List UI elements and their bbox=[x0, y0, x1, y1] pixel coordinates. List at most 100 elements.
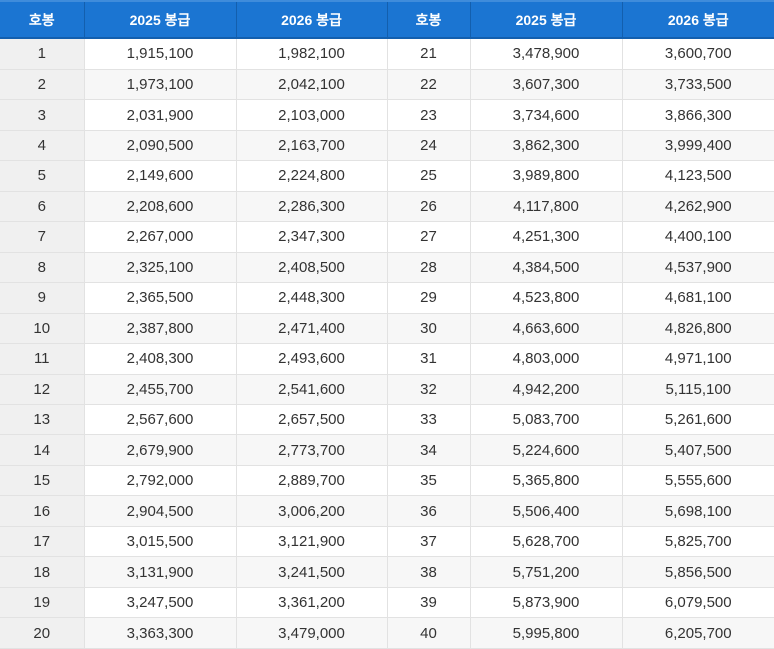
cell-salary: 3,241,500 bbox=[236, 556, 388, 588]
cell-salary: 5,751,200 bbox=[470, 556, 623, 588]
cell-salary: 3,600,700 bbox=[622, 38, 774, 70]
cell-grade: 12 bbox=[0, 374, 85, 405]
cell-salary: 2,408,300 bbox=[84, 343, 237, 375]
cell-salary: 2,387,800 bbox=[84, 313, 237, 345]
cell-grade: 19 bbox=[0, 587, 85, 619]
cell-grade: 27 bbox=[387, 221, 471, 253]
table-row: 20 3,363,300 3,479,000 40 5,995,800 6,205,700 bbox=[0, 617, 774, 649]
cell-salary: 4,117,800 bbox=[470, 191, 623, 223]
table-row: 5 2,149,600 2,224,800 25 3,989,800 4,123,500 bbox=[0, 160, 774, 192]
cell-salary: 2,889,700 bbox=[236, 465, 388, 497]
cell-salary: 3,734,600 bbox=[470, 99, 623, 131]
cell-salary: 2,224,800 bbox=[236, 160, 388, 192]
cell-salary: 4,400,100 bbox=[622, 221, 774, 253]
cell-grade: 14 bbox=[0, 434, 85, 466]
cell-grade: 5 bbox=[0, 160, 85, 192]
cell-salary: 2,042,100 bbox=[236, 69, 388, 101]
cell-grade: 33 bbox=[387, 404, 471, 436]
cell-salary: 3,121,900 bbox=[236, 526, 388, 558]
header-row: 호봉 2025 봉급 2026 봉급 호봉 2025 봉급 2026 봉급 bbox=[0, 0, 774, 39]
cell-salary: 3,015,500 bbox=[84, 526, 237, 558]
cell-grade: 26 bbox=[387, 191, 471, 223]
table-header: 호봉 2025 봉급 2026 봉급 호봉 2025 봉급 2026 봉급 bbox=[0, 0, 774, 39]
cell-salary: 5,115,100 bbox=[622, 374, 774, 405]
cell-salary: 4,942,200 bbox=[470, 374, 623, 405]
table-row: 9 2,365,500 2,448,300 29 4,523,800 4,681,100 bbox=[0, 282, 774, 314]
table-row: 6 2,208,600 2,286,300 26 4,117,800 4,262,900 bbox=[0, 191, 774, 223]
cell-grade: 23 bbox=[387, 99, 471, 131]
cell-salary: 1,915,100 bbox=[84, 38, 237, 70]
table-row: 3 2,031,900 2,103,000 23 3,734,600 3,866,300 bbox=[0, 99, 774, 131]
cell-salary: 2,904,500 bbox=[84, 495, 237, 527]
cell-salary: 4,251,300 bbox=[470, 221, 623, 253]
cell-salary: 5,224,600 bbox=[470, 434, 623, 466]
table-row: 19 3,247,500 3,361,200 39 5,873,900 6,079,500 bbox=[0, 587, 774, 619]
cell-salary: 3,247,500 bbox=[84, 587, 237, 619]
cell-salary: 4,262,900 bbox=[622, 191, 774, 223]
cell-grade: 13 bbox=[0, 404, 85, 436]
cell-salary: 4,123,500 bbox=[622, 160, 774, 192]
cell-salary: 5,628,700 bbox=[470, 526, 623, 558]
cell-salary: 3,131,900 bbox=[84, 556, 237, 588]
table-row: 14 2,679,900 2,773,700 34 5,224,600 5,407,500 bbox=[0, 434, 774, 466]
cell-salary: 6,079,500 bbox=[622, 587, 774, 619]
cell-salary: 2,493,600 bbox=[236, 343, 388, 375]
cell-salary: 5,698,100 bbox=[622, 495, 774, 527]
cell-salary: 6,205,700 bbox=[622, 617, 774, 649]
cell-grade: 24 bbox=[387, 130, 471, 162]
cell-salary: 2,541,600 bbox=[236, 374, 388, 405]
cell-salary: 2,408,500 bbox=[236, 252, 388, 284]
table-row: 18 3,131,900 3,241,500 38 5,751,200 5,856,500 bbox=[0, 556, 774, 588]
cell-grade: 10 bbox=[0, 313, 85, 345]
cell-salary: 4,384,500 bbox=[470, 252, 623, 284]
cell-grade: 16 bbox=[0, 495, 85, 527]
table-row: 2 1,973,100 2,042,100 22 3,607,300 3,733,500 bbox=[0, 69, 774, 101]
cell-salary: 2,365,500 bbox=[84, 282, 237, 314]
column-header-salary: 2025 봉급 bbox=[470, 0, 623, 39]
cell-salary: 2,103,000 bbox=[236, 99, 388, 131]
cell-salary: 3,479,000 bbox=[236, 617, 388, 649]
cell-grade: 9 bbox=[0, 282, 85, 314]
column-header-salary: 2026 봉급 bbox=[236, 0, 388, 39]
cell-salary: 4,826,800 bbox=[622, 313, 774, 345]
cell-grade: 35 bbox=[387, 465, 471, 497]
cell-salary: 2,679,900 bbox=[84, 434, 237, 466]
cell-salary: 2,163,700 bbox=[236, 130, 388, 162]
cell-grade: 32 bbox=[387, 374, 471, 405]
cell-salary: 3,006,200 bbox=[236, 495, 388, 527]
cell-salary: 5,856,500 bbox=[622, 556, 774, 588]
cell-salary: 2,448,300 bbox=[236, 282, 388, 314]
cell-salary: 3,607,300 bbox=[470, 69, 623, 101]
cell-salary: 2,773,700 bbox=[236, 434, 388, 466]
table-row: 12 2,455,700 2,541,600 32 4,942,200 5,115,100 bbox=[0, 374, 774, 405]
cell-salary: 4,803,000 bbox=[470, 343, 623, 375]
cell-grade: 11 bbox=[0, 343, 85, 375]
cell-salary: 5,825,700 bbox=[622, 526, 774, 558]
cell-salary: 1,982,100 bbox=[236, 38, 388, 70]
cell-salary: 2,347,300 bbox=[236, 221, 388, 253]
table-row: 15 2,792,000 2,889,700 35 5,365,800 5,555,600 bbox=[0, 465, 774, 497]
cell-salary: 2,286,300 bbox=[236, 191, 388, 223]
column-header-salary: 2026 봉급 bbox=[622, 0, 774, 39]
cell-grade: 21 bbox=[387, 38, 471, 70]
cell-grade: 30 bbox=[387, 313, 471, 345]
cell-grade: 34 bbox=[387, 434, 471, 466]
cell-grade: 29 bbox=[387, 282, 471, 314]
cell-grade: 28 bbox=[387, 252, 471, 284]
cell-salary: 2,325,100 bbox=[84, 252, 237, 284]
table-row: 1 1,915,100 1,982,100 21 3,478,900 3,600,700 bbox=[0, 38, 774, 70]
table-row: 10 2,387,800 2,471,400 30 4,663,600 4,826,800 bbox=[0, 313, 774, 345]
cell-grade: 7 bbox=[0, 221, 85, 253]
cell-grade: 6 bbox=[0, 191, 85, 223]
cell-salary: 5,261,600 bbox=[622, 404, 774, 436]
cell-salary: 4,681,100 bbox=[622, 282, 774, 314]
cell-salary: 2,031,900 bbox=[84, 99, 237, 131]
table-row: 11 2,408,300 2,493,600 31 4,803,000 4,971,100 bbox=[0, 343, 774, 375]
cell-salary: 4,971,100 bbox=[622, 343, 774, 375]
cell-salary: 5,506,400 bbox=[470, 495, 623, 527]
table-row: 16 2,904,500 3,006,200 36 5,506,400 5,698,100 bbox=[0, 495, 774, 527]
column-header-grade: 호봉 bbox=[387, 0, 471, 39]
cell-grade: 22 bbox=[387, 69, 471, 101]
cell-salary: 3,866,300 bbox=[622, 99, 774, 131]
